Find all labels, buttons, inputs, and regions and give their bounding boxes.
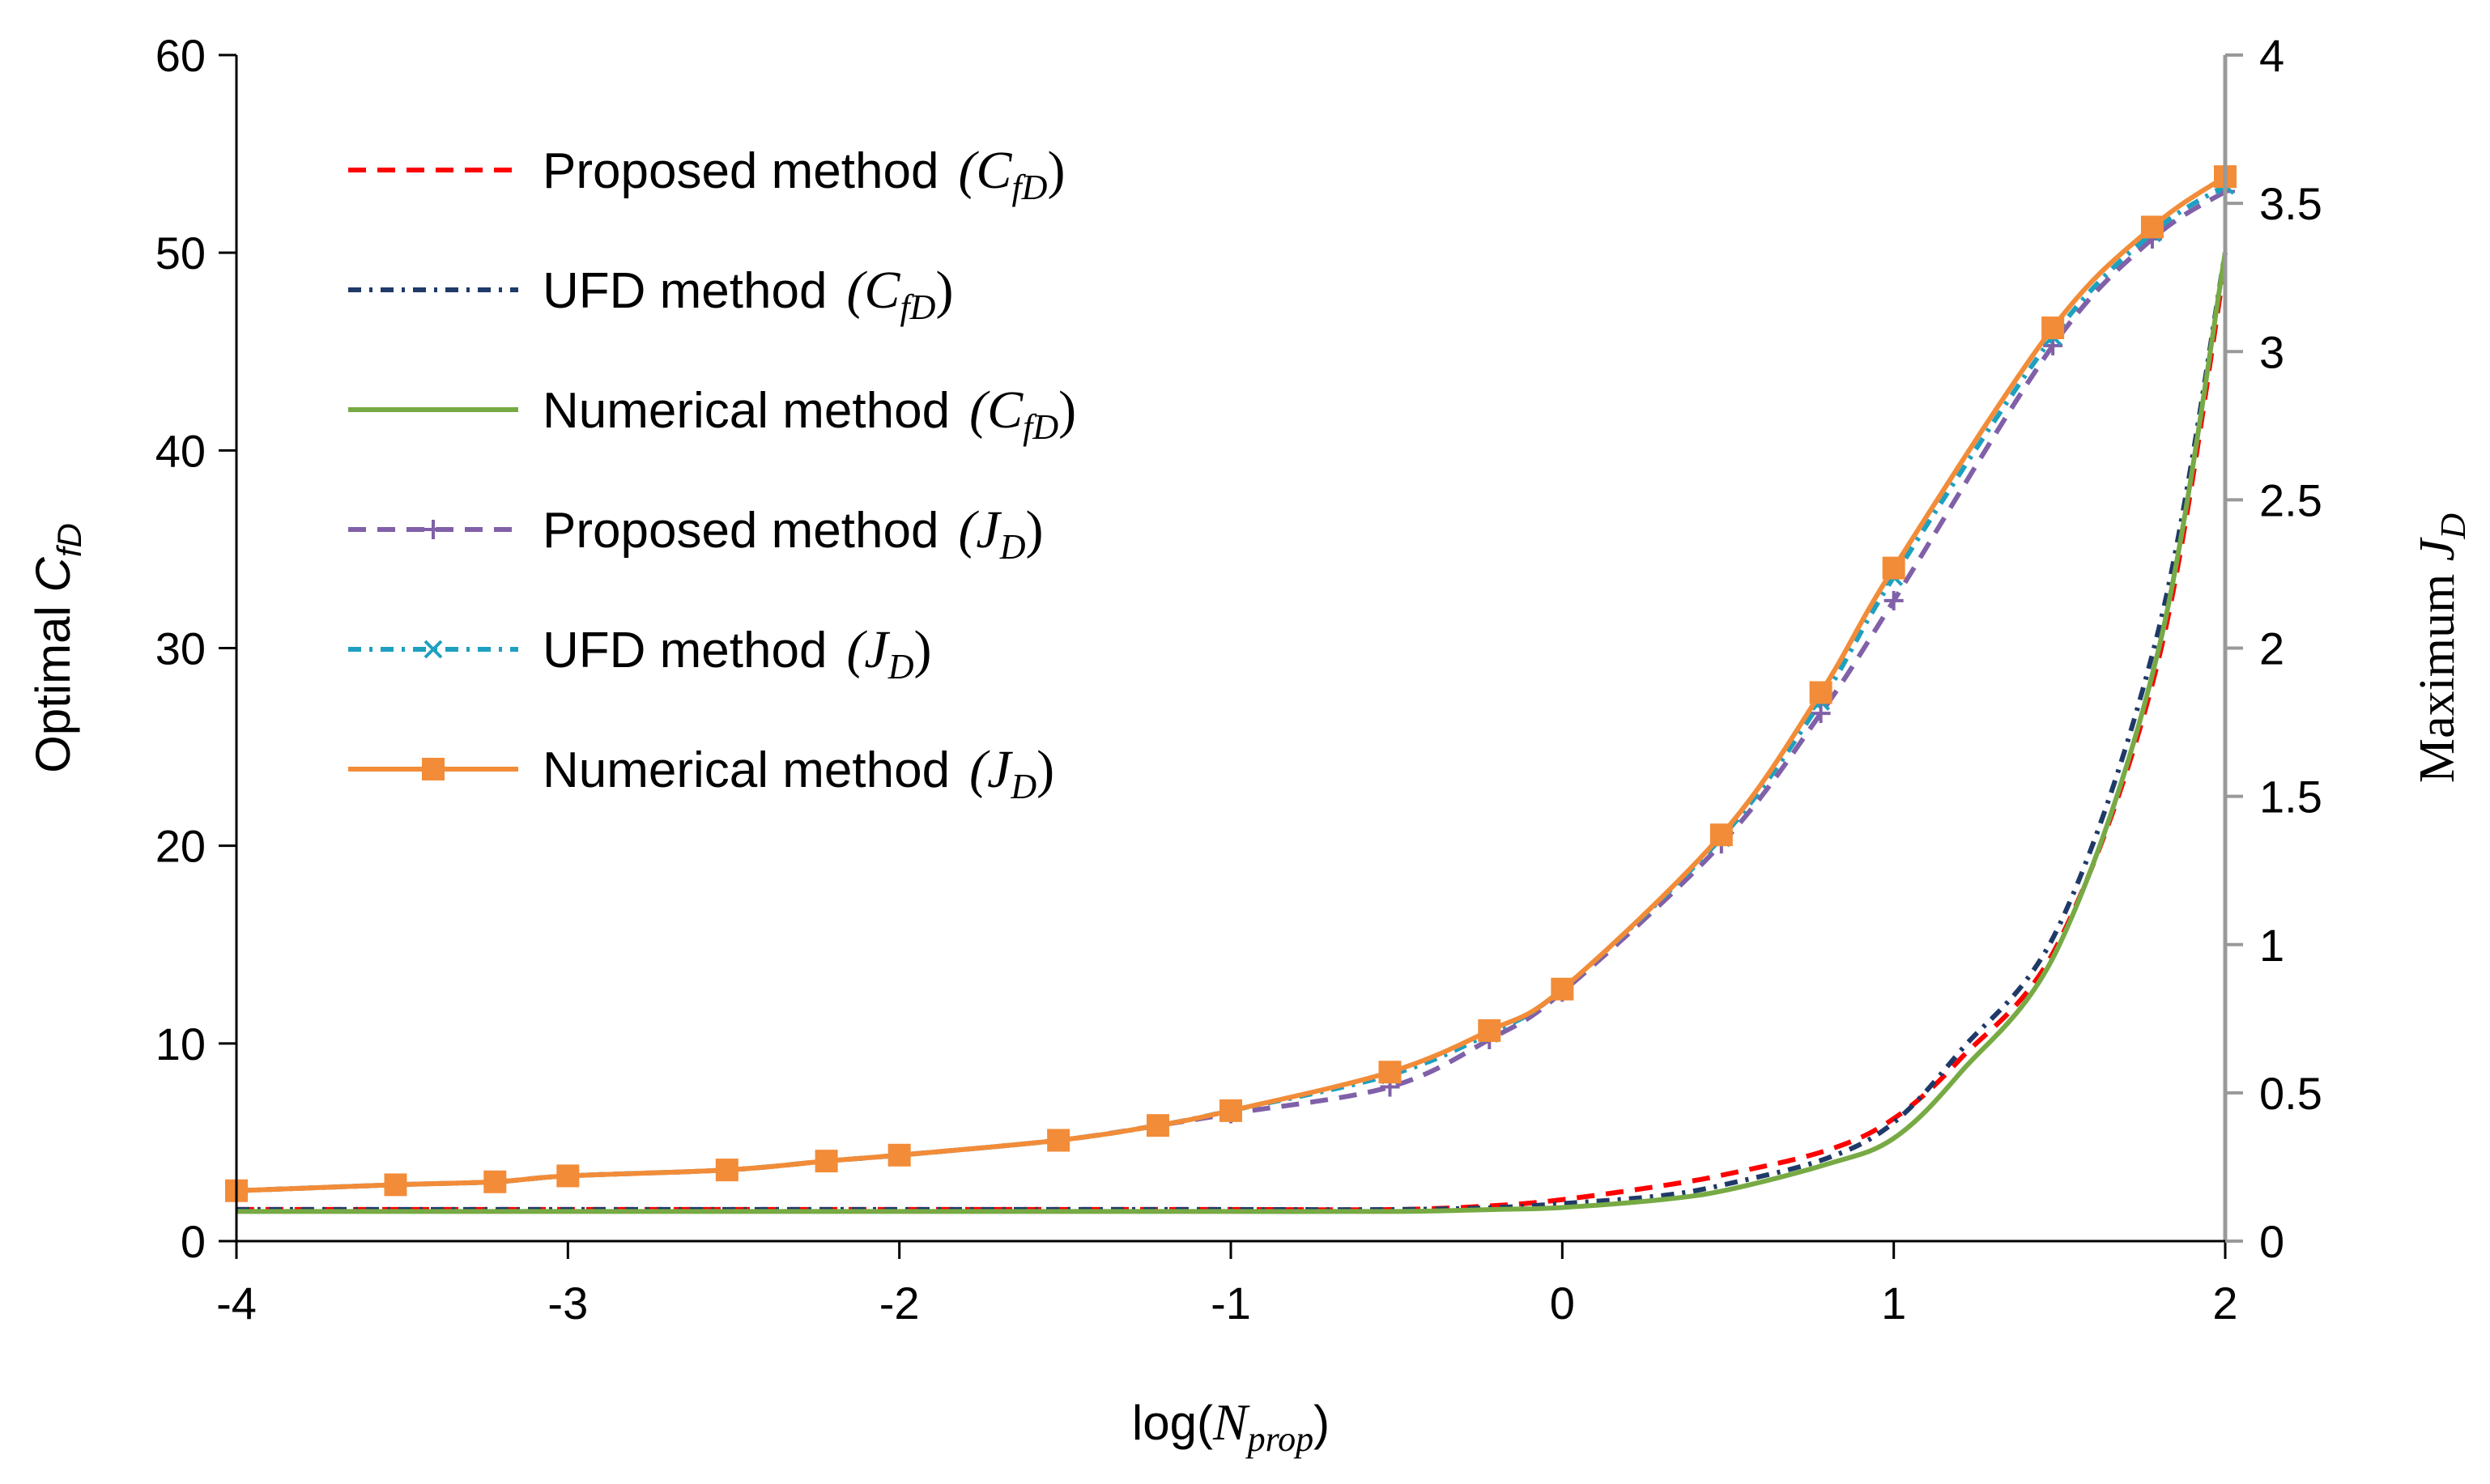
data-point-numerical-jd-3: [556, 1164, 580, 1188]
series-ufd-jd: [227, 176, 2235, 1201]
series-line-ufd-cfd: [236, 252, 2228, 1213]
series-proposed-jd: [227, 181, 2235, 1201]
right-y-tick-label-0: 0: [2259, 1216, 2284, 1267]
legend: Proposed method (CfD) UFD method (CfD) Numer…: [348, 141, 1076, 806]
legend-item-proposed-jd: Proposed method (JD): [348, 500, 1043, 567]
data-point-numerical-jd-1: [384, 1173, 407, 1197]
right-y-tick-label-6: 3: [2259, 326, 2284, 377]
data-point-numerical-jd-16: [2041, 316, 2065, 339]
data-point-numerical-jd-17: [2140, 215, 2164, 239]
data-point-numerical-jd-9: [1219, 1099, 1242, 1122]
data-point-numerical-jd-8: [1146, 1114, 1169, 1137]
left-y-tick-label-4: 40: [155, 425, 206, 476]
left-y-tick-label-5: 50: [155, 227, 206, 279]
x-tick-label-3: -1: [1211, 1278, 1251, 1329]
legend-marker-numerical-jd: [422, 758, 445, 780]
data-point-numerical-jd-4: [715, 1159, 738, 1182]
legend-marker-proposed-jd: [424, 520, 443, 539]
data-point-proposed-jd-14: [1811, 704, 1831, 724]
x-tick-label-2: -2: [879, 1278, 920, 1329]
legend-item-numerical-cfd: Numerical method (CfD): [348, 381, 1076, 447]
right-y-tick-label-4: 2: [2259, 623, 2284, 674]
right-y-tick-label-2: 1: [2259, 920, 2284, 971]
data-point-numerical-jd-12: [1551, 977, 1574, 1001]
x-tick-label-0: -4: [216, 1278, 257, 1329]
axes: -4 -3 -2 -1 0 1 2010203040506000.511.522.533.5…: [26, 30, 2473, 1459]
right-y-tick-label-8: 4: [2259, 30, 2284, 81]
left-y-tick-label-0: 0: [181, 1216, 206, 1267]
right-y-tick-label-5: 2.5: [2259, 474, 2322, 525]
legend-item-ufd-jd: UFD method (JD): [348, 620, 932, 687]
legend-label-proposed-cfd: Proposed method (CfD): [543, 141, 1065, 207]
left-y-tick-label-3: 30: [155, 623, 206, 674]
data-point-proposed-jd-15: [1883, 590, 1904, 610]
legend-item-proposed-cfd: Proposed method (CfD): [348, 141, 1065, 207]
left-y-tick-label-2: 20: [155, 821, 206, 872]
data-point-numerical-jd-10: [1378, 1061, 1402, 1084]
legend-item-ufd-cfd: UFD method (CfD): [348, 261, 953, 327]
series-line-numerical-jd: [236, 174, 2227, 1193]
series-numerical-jd: [225, 165, 2237, 1202]
data-point-numerical-jd-6: [887, 1143, 911, 1167]
x-tick-label-1: -3: [547, 1278, 588, 1329]
series-proposed-cfd: [236, 262, 2228, 1213]
x-axis-title: log(Nprop): [1132, 1393, 1330, 1459]
data-point-numerical-jd-14: [1809, 681, 1832, 704]
legend-item-numerical-jd: Numerical method (JD): [348, 740, 1054, 806]
series-numerical-cfd: [236, 252, 2228, 1214]
data-point-numerical-jd-7: [1047, 1129, 1070, 1152]
data-point-numerical-jd-2: [483, 1170, 507, 1193]
legend-label-numerical-cfd: Numerical method (CfD): [543, 381, 1076, 447]
legend-marker-ufd-jd: [424, 640, 443, 659]
legend-label-ufd-cfd: UFD method (CfD): [543, 261, 953, 327]
series-line-ufd-jd: [236, 183, 2227, 1193]
series-line-proposed-cfd: [236, 262, 2228, 1213]
series-ufd-cfd: [236, 252, 2228, 1213]
left-y-tick-label-6: 60: [155, 30, 206, 81]
left-y-tick-label-1: 10: [155, 1018, 206, 1069]
right-y-tick-label-1: 0.5: [2259, 1068, 2322, 1119]
series-line-numerical-cfd: [236, 252, 2228, 1214]
legend-label-numerical-jd: Numerical method (JD): [543, 740, 1054, 806]
x-tick-label-4: 0: [1550, 1278, 1575, 1329]
data-point-numerical-jd-13: [1709, 823, 1733, 847]
data-point-numerical-jd-11: [1478, 1018, 1501, 1042]
data-point-numerical-jd-15: [1882, 556, 1905, 580]
right-y-tick-label-3: 1.5: [2259, 772, 2322, 823]
data-point-numerical-jd-5: [815, 1150, 838, 1173]
right-y-tick-label-7: 3.5: [2259, 178, 2322, 229]
right-y-axis-title: Maximum JD: [2410, 513, 2473, 783]
x-tick-label-6: 2: [2212, 1278, 2237, 1329]
legend-label-ufd-jd: UFD method (JD): [543, 620, 932, 687]
series-line-proposed-jd: [236, 189, 2227, 1193]
x-tick-label-5: 1: [1881, 1278, 1906, 1329]
left-y-axis-title: Optimal CfD: [26, 523, 88, 773]
plot-lines: [225, 165, 2237, 1214]
legend-label-proposed-jd: Proposed method (JD): [543, 500, 1043, 567]
